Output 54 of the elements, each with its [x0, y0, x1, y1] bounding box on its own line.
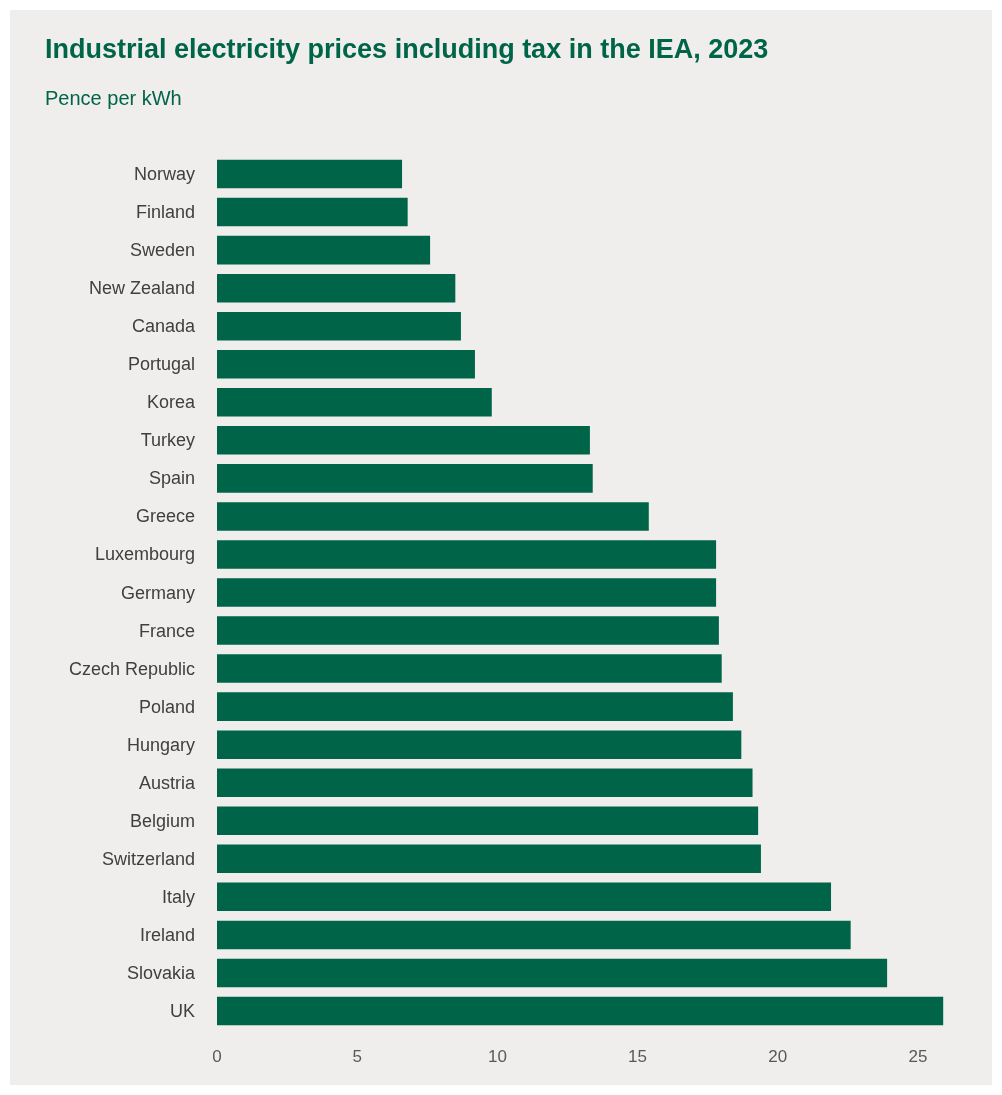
- bar: [217, 958, 888, 988]
- y-tick-label: Canada: [131, 316, 196, 337]
- bar: [217, 502, 649, 531]
- x-tick-label: 5: [352, 1047, 362, 1066]
- y-tick-label: Czech Republic: [68, 658, 195, 679]
- y-tick-label: Portugal: [127, 354, 195, 375]
- y-tick-label: Ireland: [139, 924, 195, 945]
- y-tick-label: Hungary: [126, 734, 195, 755]
- bar: [217, 197, 408, 227]
- bar: [217, 844, 761, 874]
- bar: [217, 882, 832, 912]
- bar: [217, 159, 403, 189]
- y-tick-label: Norway: [133, 164, 195, 185]
- y-tick-label: UK: [169, 1000, 195, 1021]
- bar: [217, 578, 717, 607]
- y-tick-label: Korea: [146, 392, 196, 413]
- y-tick-label: Luxembourg: [94, 544, 195, 565]
- y-tick-label: New Zealand: [88, 278, 195, 299]
- y-tick-label: Switzerland: [101, 848, 195, 869]
- bar: [217, 806, 759, 836]
- y-tick-label: Italy: [161, 886, 195, 907]
- y-tick-label: Finland: [135, 202, 195, 223]
- bar: [217, 235, 431, 265]
- bar: [217, 426, 590, 455]
- y-tick-label: Greece: [135, 506, 195, 527]
- y-tick-label: Austria: [138, 772, 196, 793]
- bar: [217, 768, 753, 797]
- bar: [217, 616, 719, 645]
- y-tick-label: Turkey: [140, 430, 195, 451]
- chart-title: Industrial electricity prices including tax in the IEA, 2023: [45, 33, 769, 64]
- y-tick-label: Sweden: [129, 240, 195, 261]
- bar: [217, 273, 456, 303]
- bar: [217, 464, 593, 493]
- x-tick-label: 0: [212, 1047, 222, 1066]
- bar: [217, 920, 851, 950]
- y-tick-label: Germany: [120, 582, 195, 603]
- y-tick-label: Belgium: [129, 810, 195, 831]
- bar: [217, 349, 475, 379]
- chart-subtitle: Pence per kWh: [45, 87, 182, 109]
- y-tick-label: Poland: [138, 696, 195, 717]
- bar: [217, 996, 944, 1026]
- y-tick-label: Spain: [148, 468, 195, 489]
- bar: [217, 540, 717, 569]
- bar: [217, 730, 742, 759]
- x-tick-label: 10: [487, 1047, 507, 1066]
- bar: [217, 654, 722, 683]
- bar: [217, 311, 461, 341]
- bar: [217, 388, 492, 417]
- x-tick-label: 25: [908, 1047, 928, 1066]
- y-tick-label: Slovakia: [126, 962, 196, 983]
- x-tick-label: 15: [628, 1047, 648, 1066]
- x-tick-label: 20: [768, 1047, 788, 1066]
- bar: [217, 692, 733, 721]
- y-tick-label: France: [138, 620, 195, 641]
